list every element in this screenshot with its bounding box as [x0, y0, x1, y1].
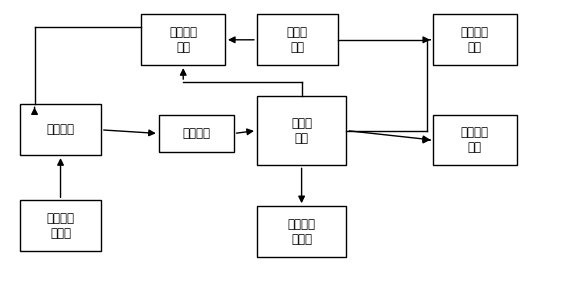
Bar — [20, 104, 101, 155]
Bar — [20, 200, 101, 251]
Bar — [159, 115, 234, 152]
Bar — [433, 15, 517, 65]
Text: 继电器脱
扣单元: 继电器脱 扣单元 — [287, 218, 315, 245]
Bar — [433, 115, 517, 165]
Bar — [141, 15, 225, 65]
Text: 采样单元: 采样单元 — [47, 123, 75, 136]
Text: 电压跟随
器单元: 电压跟随 器单元 — [47, 212, 75, 240]
Text: 恒流源
单元: 恒流源 单元 — [287, 26, 308, 54]
Text: 声音报警
单元: 声音报警 单元 — [461, 126, 489, 154]
Text: 放大单元: 放大单元 — [182, 127, 210, 140]
Bar — [257, 206, 346, 257]
Text: 灯光报警
单元: 灯光报警 单元 — [461, 26, 489, 54]
Bar — [257, 15, 338, 65]
Bar — [257, 96, 346, 165]
Text: 定时开关
单元: 定时开关 单元 — [169, 26, 197, 54]
Text: 单片机
单元: 单片机 单元 — [291, 117, 312, 144]
